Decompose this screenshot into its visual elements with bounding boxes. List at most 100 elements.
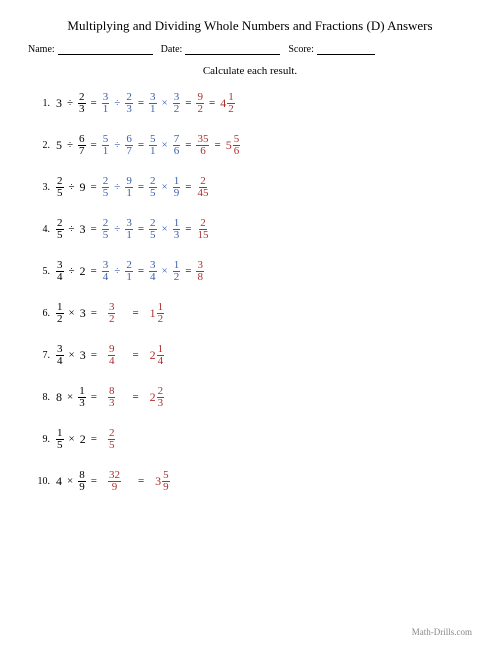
score-label: Score: (288, 44, 314, 55)
fraction: 356 (196, 134, 209, 157)
fraction: 12 (56, 302, 64, 325)
problem-number: 2. (28, 140, 50, 151)
whole-number: 3 (80, 222, 86, 237)
mixed-number: 223 (150, 386, 165, 409)
name-label: Name: (28, 44, 55, 55)
fraction: 15 (56, 428, 64, 451)
fraction: 329 (108, 470, 121, 493)
problem-number: 1. (28, 98, 50, 109)
fraction: 25 (149, 218, 157, 241)
problem-row: 3. 25÷9=25÷91=25×19=245 (28, 173, 472, 201)
equation: 25÷3=25÷31=25×13=215 (56, 218, 209, 241)
fraction: 25 (149, 176, 157, 199)
fraction: 31 (125, 218, 133, 241)
fraction: 59 (162, 470, 170, 493)
fraction: 32 (108, 302, 116, 325)
fraction: 245 (196, 176, 209, 199)
problem-row: 2.5÷67=51÷67=51×76=356=556 (28, 131, 472, 159)
equation: 34×3=94=214 (56, 344, 164, 367)
name-line (58, 45, 153, 55)
equation: 8×13=83=223 (56, 386, 164, 409)
fraction: 31 (102, 92, 110, 115)
fraction: 83 (108, 386, 116, 409)
whole-number: 3 (80, 348, 86, 363)
mixed-number: 556 (226, 134, 241, 157)
fraction: 34 (149, 260, 157, 283)
date-field: Date: (161, 44, 281, 55)
problem-list: 1.3÷23=31÷23=31×32=92=4122.5÷67=51÷67=51… (28, 89, 472, 495)
fraction: 32 (173, 92, 181, 115)
footer-text: Math-Drills.com (412, 627, 472, 637)
problem-number: 3. (28, 182, 50, 193)
fraction: 21 (125, 260, 133, 283)
problem-number: 4. (28, 224, 50, 235)
whole-number: 8 (56, 390, 62, 405)
problem-number: 6. (28, 308, 50, 319)
fraction: 34 (56, 344, 64, 367)
mixed-number: 359 (155, 470, 170, 493)
instruction-text: Calculate each result. (28, 65, 472, 77)
equation: 5÷67=51÷67=51×76=356=556 (56, 134, 240, 157)
fraction: 56 (233, 134, 241, 157)
problem-row: 8. 8×13=83=223 (28, 383, 472, 411)
problem-number: 10. (28, 476, 50, 487)
worksheet-page: Multiplying and Dividing Whole Numbers a… (0, 0, 500, 647)
problem-number: 5. (28, 266, 50, 277)
problem-number: 7. (28, 350, 50, 361)
fraction: 94 (108, 344, 116, 367)
mixed-number: 214 (150, 344, 165, 367)
fraction: 12 (173, 260, 181, 283)
fraction: 12 (227, 92, 235, 115)
mixed-number: 412 (220, 92, 235, 115)
fraction: 23 (78, 92, 86, 115)
score-field: Score: (288, 44, 375, 55)
fraction: 51 (102, 134, 110, 157)
fraction: 13 (78, 386, 86, 409)
fraction: 25 (102, 218, 110, 241)
whole-number: 2 (80, 264, 86, 279)
fraction: 76 (173, 134, 181, 157)
problem-row: 4. 25÷3=25÷31=25×13=215 (28, 215, 472, 243)
fraction: 19 (173, 176, 181, 199)
fraction: 67 (78, 134, 86, 157)
whole-number: 2 (80, 432, 86, 447)
fraction: 25 (56, 176, 64, 199)
equation: 25÷9=25÷91=25×19=245 (56, 176, 209, 199)
fraction: 14 (157, 344, 165, 367)
fraction: 34 (102, 260, 110, 283)
fraction: 25 (102, 176, 110, 199)
fraction: 51 (149, 134, 157, 157)
equation: 4×89=329=359 (56, 470, 170, 493)
problem-row: 5. 34÷2=34÷21=34×12=38 (28, 257, 472, 285)
whole-number: 4 (56, 474, 62, 489)
fraction: 25 (108, 428, 116, 451)
mixed-number: 112 (150, 302, 165, 325)
header-row: Name: Date: Score: (28, 44, 472, 55)
whole-number: 9 (80, 180, 86, 195)
name-field: Name: (28, 44, 153, 55)
problem-row: 1.3÷23=31÷23=31×32=92=412 (28, 89, 472, 117)
problem-row: 7. 34×3=94=214 (28, 341, 472, 369)
problem-row: 9. 15×2=25 (28, 425, 472, 453)
fraction: 89 (78, 470, 86, 493)
fraction: 31 (149, 92, 157, 115)
fraction: 12 (157, 302, 165, 325)
fraction: 67 (125, 134, 133, 157)
fraction: 23 (157, 386, 165, 409)
fraction: 13 (173, 218, 181, 241)
fraction: 25 (56, 218, 64, 241)
problem-row: 6.12×3=32=112 (28, 299, 472, 327)
problem-number: 8. (28, 392, 50, 403)
fraction: 91 (125, 176, 133, 199)
date-line (185, 45, 280, 55)
whole-number: 3 (80, 306, 86, 321)
fraction: 38 (196, 260, 204, 283)
problem-row: 10. 4×89=329=359 (28, 467, 472, 495)
equation: 15×2=25 (56, 428, 121, 451)
fraction: 23 (125, 92, 133, 115)
equation: 34÷2=34÷21=34×12=38 (56, 260, 204, 283)
problem-number: 9. (28, 434, 50, 445)
whole-number: 5 (56, 138, 62, 153)
score-line (317, 45, 375, 55)
fraction: 92 (196, 92, 204, 115)
